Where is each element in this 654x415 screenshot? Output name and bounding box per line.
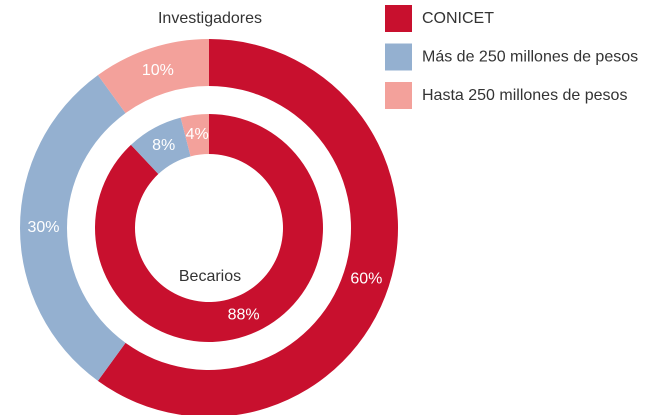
legend-label: Más de 250 millones de pesos	[422, 49, 638, 66]
data-label: 10%	[142, 62, 174, 79]
legend-swatch	[385, 5, 412, 32]
ring-label: Investigadores	[158, 10, 262, 27]
data-label: 8%	[152, 137, 175, 154]
donut-segment	[97, 39, 209, 114]
donut-segment	[20, 75, 126, 381]
data-label: 4%	[186, 126, 209, 143]
donut-segment	[97, 39, 398, 415]
donut-segment	[180, 114, 209, 157]
data-label: 60%	[350, 270, 382, 287]
legend-swatch	[385, 43, 412, 71]
data-label: 88%	[228, 307, 260, 324]
ring-label: Becarios	[179, 268, 241, 285]
legend-swatch	[385, 82, 412, 109]
data-label: 30%	[27, 219, 59, 236]
donut-segment	[130, 117, 191, 175]
legend-label: CONICET	[422, 10, 494, 27]
legend-label: Hasta 250 millones de pesos	[422, 87, 627, 104]
donut-segment	[95, 114, 324, 342]
